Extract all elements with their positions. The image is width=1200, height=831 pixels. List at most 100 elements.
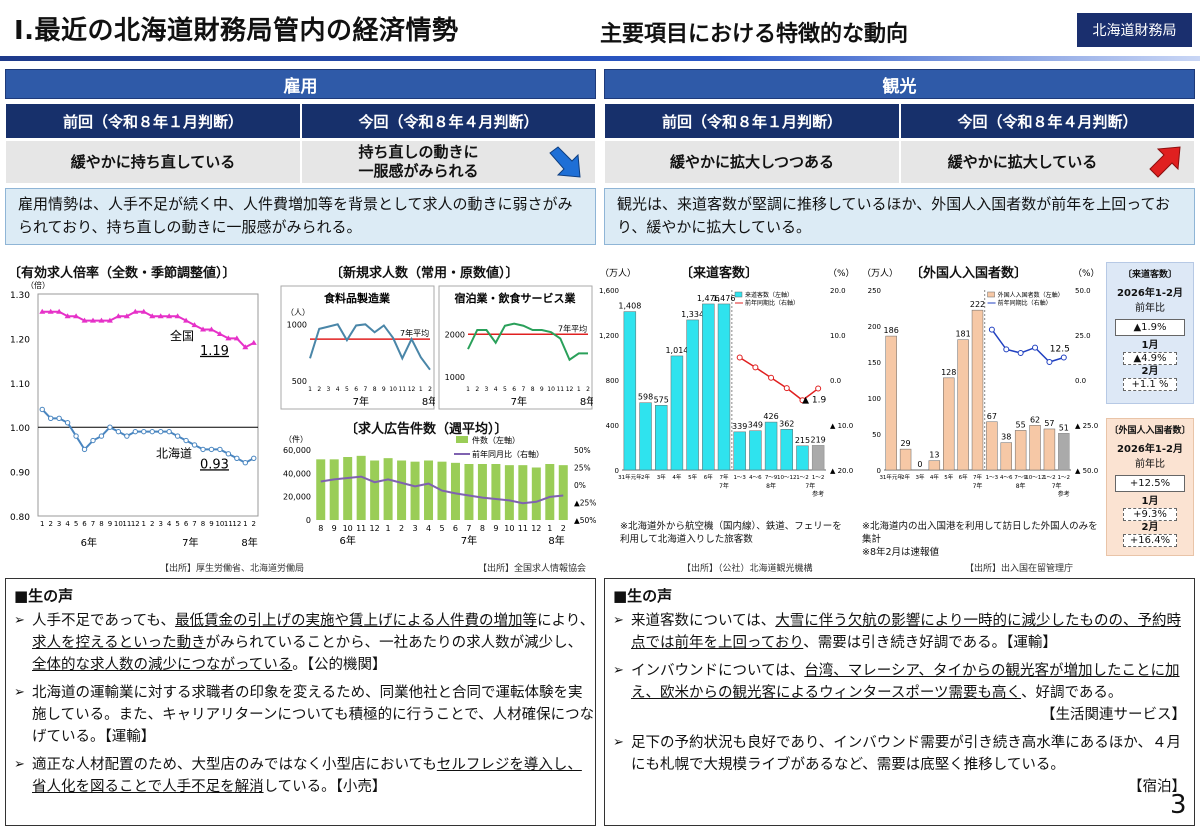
bar [670,355,684,471]
y2-tick-label: 0% [574,481,586,490]
bar [410,461,420,520]
data-point [149,313,156,319]
legend-swatch [734,291,743,298]
x-tick-label: 7 [192,520,196,528]
data-point [250,339,257,345]
visitors-box-period: 2026年1-2月 [1117,288,1183,299]
x-tick-label: 12 [531,524,541,533]
x-annotation: 7年 [805,482,815,490]
x-annotation: 8年 [1016,482,1026,490]
x-tick-label: 6 [184,520,189,528]
x-tick-label: 9 [332,524,337,533]
x-tick-label: 5 [345,386,349,393]
bar [686,319,699,471]
chart-job-ads: （件） 60,000 40,000 20,000 0 50% 25% 0% ▲25% ▲50% 件数… [283,434,596,547]
voice-text: 。【公的機関】 [292,657,387,673]
data-label: 362 [779,419,794,428]
x-tick-label: 2年 [901,473,910,481]
y-tick-label: 400 [606,422,619,430]
data-point [174,313,181,319]
x-tick-label: 5 [439,524,444,533]
data-label: 38 [1001,433,1011,442]
x-tick-label: 4 [494,386,498,393]
org-badge: 北海道財務局 [1077,13,1192,47]
x-tick-label: 2 [428,386,432,393]
employment-curr-value-line1: 持ち直しの動きに [358,143,479,161]
bar [477,464,487,520]
foreign-box-m2-label: 2月 [1141,522,1159,533]
x-tick-label: 8 [480,524,485,533]
yoy-point [768,374,775,381]
x-tick-label: 2 [586,386,590,393]
y-tick-label: 20,000 [283,493,311,502]
x-tick-label: 4 [167,520,172,528]
visitors-note: ※北海道外から航空機（国内線）、鉄道、フェリーを利用して北海道入りした旅客数 [620,521,842,545]
y-tick-label: 500 [292,377,307,386]
y2-tick-label: ▲50% [574,516,596,525]
x-tick-label: 6年 [704,473,713,481]
data-point [47,415,54,422]
x-year-label: 6年 [81,536,97,549]
x-tick-label: 11 [398,386,406,393]
source-right-1: 【出所】（公社）北海道観光機構 [682,564,813,574]
data-point [73,433,79,439]
data-label: 575 [654,395,669,404]
x-tick-label: 7〜9 [1014,475,1027,481]
bar [1029,425,1041,471]
y2-tick-label: ▲ 10.0 [830,422,853,430]
series-line [467,322,588,362]
data-point [251,455,257,461]
series-name-national: 全国 [170,328,194,343]
y2-tick-label: 10.0 [830,332,846,340]
x-tick-label: 6 [453,524,458,533]
bar [397,460,407,520]
x-tick-label: 4〜6 [749,475,762,481]
data-point [64,420,71,426]
x-tick-label: 2年 [641,473,650,481]
bar [316,459,326,520]
data-label: 349 [748,421,763,430]
x-year-label: 7年 [182,536,198,549]
bar [531,467,541,520]
data-point [166,313,173,319]
x-annotation: 7年 [1052,482,1062,490]
voice-item: ➢ 来道客数については、大雪に伴う欠航の影響により一時的に減少したものの、予約時点… [605,610,1194,654]
chart-job-ratio: 1.301.201.101.000.900.80（倍）1 2 3 4 5 6 7 8 9 10 11… [10,280,259,549]
data-point [234,455,240,461]
voice-text: 来道客数については、 [631,613,776,629]
y2-tick-label: 50% [574,446,591,455]
voice-item: ➢ 北海道の運輸業に対する求職者の印象を変えるため、同業他社と合同で運転体験を実施… [6,682,595,748]
x-tick-label: 31年元年 [879,473,903,481]
data-label: 67 [987,412,997,421]
voice-text: 、好調である。 [1021,685,1123,701]
visitors-side-box: 〔来道客数〕 2026年1-2月 前年比 ▲1.9% 1月 ▲4.9% 2月 +… [1106,262,1194,404]
data-label: 51 [1059,423,1069,432]
visitors-box-m2-label: 2月 [1141,366,1159,377]
chart-foreign: （万人） （%） 250 200 150 100 50 0 50.0 25.0 0.0 ▲ 25.0 ▲… [862,268,1100,498]
bar [545,464,555,520]
data-label: 57 [1044,419,1054,428]
tourism-prev-value: 緩やかに拡大しつつある [604,140,900,184]
y2-axis-unit: （%） [828,268,855,279]
voice-text: インバウンドについては、 [631,663,805,679]
bar [702,303,715,471]
yoy-point [1032,344,1039,351]
data-label: 55 [1016,420,1026,429]
y-tick-label: 40,000 [283,469,311,478]
foreign-note-1: ※北海道内の出入国港を利用して訪日した外国人のみを集計 [862,521,1098,545]
bar [424,460,434,520]
x-tick-label: 6 [82,520,87,528]
x-tick-label: 1 [308,386,312,393]
x-tick-label: 4年 [672,473,681,481]
chart-foreign-title: 〔外国人入国者数〕 [910,266,1028,281]
data-point [115,428,122,435]
data-point [225,335,232,341]
data-point [242,344,249,350]
data-point [132,308,139,314]
yoy-point [1017,350,1024,356]
series-line [320,475,564,505]
bar [717,303,731,471]
y-tick-label: 1000 [445,373,465,382]
x-tick-label: 5 [175,520,179,528]
